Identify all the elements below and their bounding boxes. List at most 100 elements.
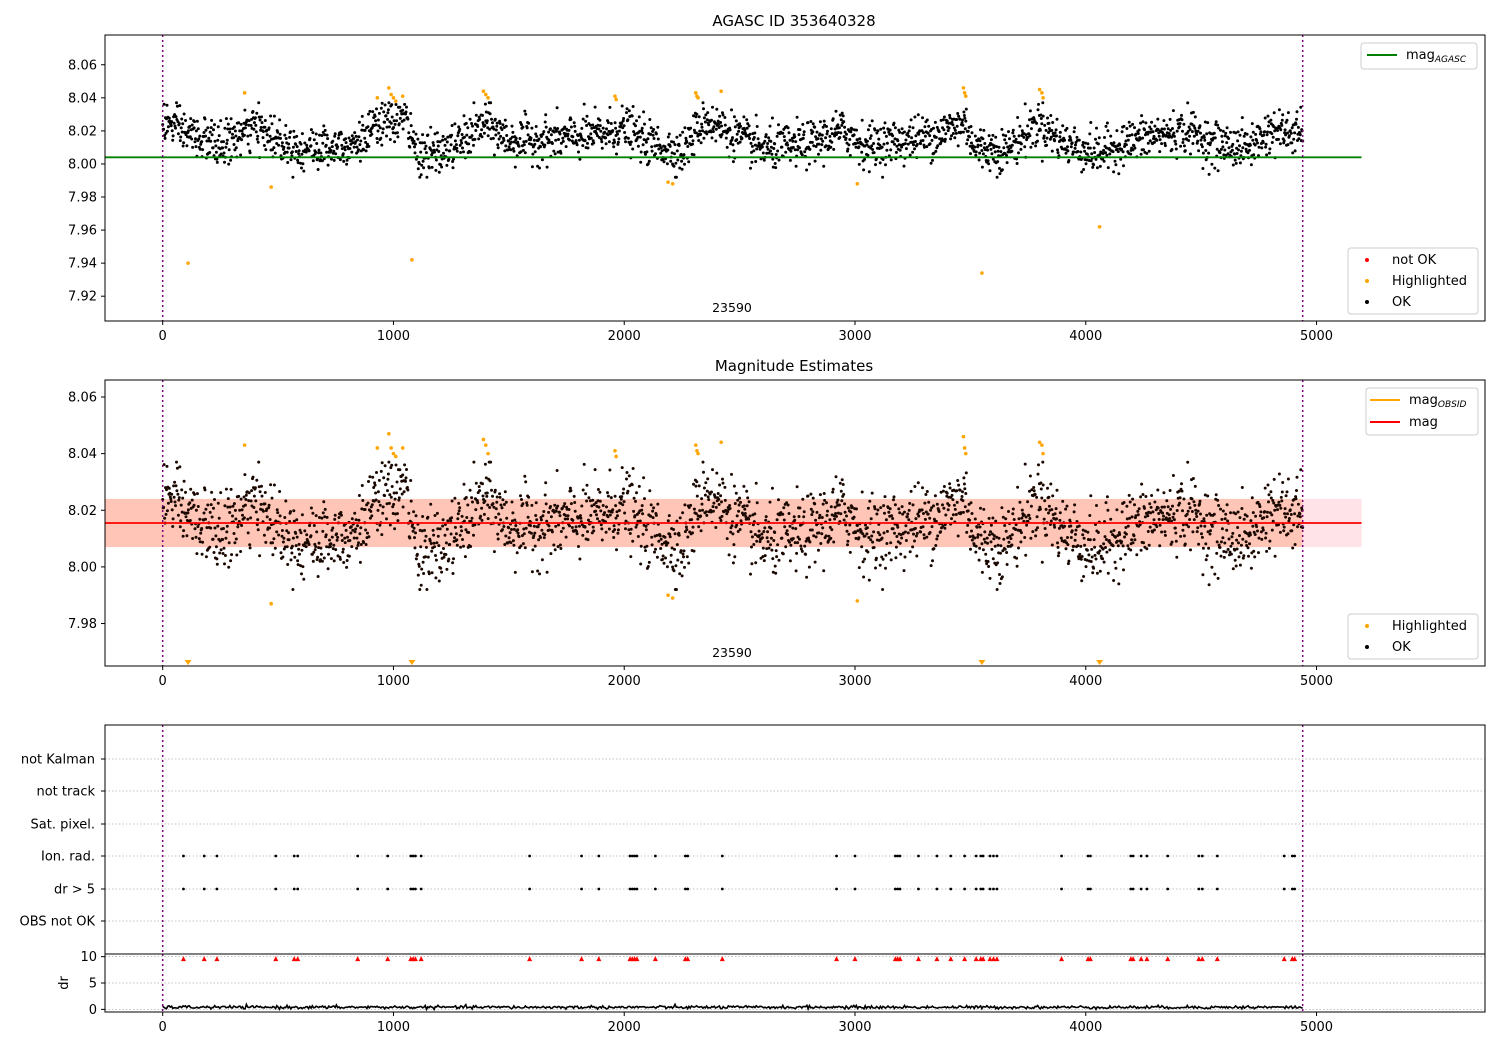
ok-point [963,116,967,120]
ok-point [352,145,356,149]
ok-point [1121,150,1125,154]
ok-point [810,528,814,532]
ok-point [922,536,926,540]
ok-point [1049,482,1053,486]
highlighted-point [1040,91,1044,95]
ok-point [1092,566,1096,570]
ok-point [216,125,220,129]
ok-point [907,129,911,133]
ok-point [1129,152,1133,156]
ok-point [325,545,329,549]
ok-point [484,476,488,480]
ok-point [483,102,487,106]
ok-point [1241,537,1245,541]
ok-point [820,143,824,147]
ok-point [909,118,913,122]
ok-point [827,534,831,538]
ok-point [1131,148,1135,152]
ok-point [362,541,366,544]
ok-point [932,547,936,551]
ok-point [420,529,424,533]
ok-point [346,535,349,539]
ok-point [621,119,625,123]
ok-point [540,158,544,162]
highlighted-point [242,443,247,447]
ok-point [737,509,741,513]
ok-point [1051,494,1055,498]
ok-point [503,543,507,546]
ok-point [739,519,743,523]
ok-point [1093,151,1097,154]
ok-point [242,133,246,137]
ok-point [1023,462,1027,466]
ok-point [813,560,817,564]
ok-point [1089,494,1093,498]
ok-point [822,492,826,495]
ok-point [300,166,303,170]
ok-point [640,508,644,512]
ok-point [383,494,387,498]
ok-point [811,496,815,500]
ok-point [253,116,257,120]
ok-point [233,148,237,152]
ok-point [1287,519,1291,523]
ok-point [1280,118,1284,122]
ok-point [223,126,227,130]
ok-point [1293,149,1297,153]
ok-point [1011,512,1015,516]
ok-point [999,544,1003,548]
ok-point [1035,515,1039,519]
ok-point [1147,543,1151,547]
ok-point [451,166,455,170]
ok-point [564,514,568,517]
ok-point [1149,511,1153,515]
ok-point [717,503,721,506]
ok-point [1010,143,1014,147]
ok-point [1008,137,1011,141]
ok-point [900,505,904,509]
ok-point [802,130,806,134]
ok-point [1188,506,1192,510]
ok-point [791,145,795,149]
ok-point [426,515,430,519]
ok-point [761,546,765,550]
panel-agasc-legend-top: magAGASC [1360,42,1478,70]
ok-point [554,138,558,142]
ok-point [657,539,661,543]
ok-point [248,543,252,547]
ok-point [1000,506,1004,510]
ok-point [1174,147,1178,151]
ok-point [857,162,861,166]
ok-point [543,120,547,124]
ok-point [1120,130,1124,134]
ok-point [1073,503,1077,507]
ok-point [592,141,596,145]
ok-point [572,121,576,125]
ok-point [394,103,398,106]
ok-point [1123,535,1126,539]
ok-point [674,161,678,165]
ok-point [747,517,751,521]
ok-point [557,138,560,141]
ok-point [621,491,625,495]
ok-point [866,550,870,554]
ok-point [272,483,276,487]
ok-point [177,122,181,125]
ok-point [1193,503,1197,507]
ok-point [1207,583,1211,587]
ok-point [961,499,965,503]
ok-point [702,136,706,140]
ok-point [246,517,250,521]
ok-point [1119,557,1123,561]
flag-event-point [215,854,219,858]
ok-point [350,545,354,549]
ok-point [1270,528,1274,532]
ok-point [627,528,631,532]
ok-point [433,150,436,154]
ok-point [539,518,543,522]
ok-point [432,541,436,545]
ok-point [861,532,865,536]
ok-point [749,141,753,145]
ok-point [599,523,603,527]
ok-point [731,561,735,565]
